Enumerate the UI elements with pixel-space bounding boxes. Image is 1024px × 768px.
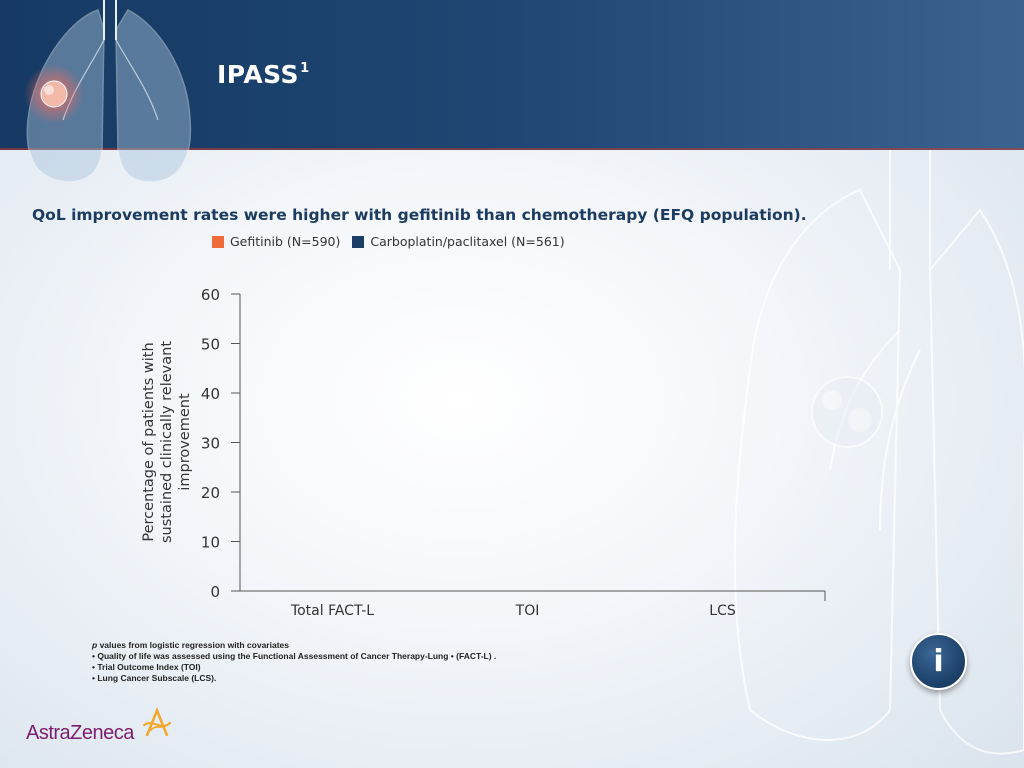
footnote-lead: p values from logistic regression with c…: [92, 640, 289, 650]
header-banner: [0, 0, 1024, 150]
footnote-item: • Quality of life was assessed using the…: [92, 651, 497, 661]
astrazeneca-symbol-icon: [142, 706, 172, 737]
y-axis-title-line: sustained clinically relevant: [159, 341, 175, 543]
footnote-item: • Lung Cancer Subscale (LCS).: [92, 673, 217, 683]
x-tick-label: Total FACT-L: [290, 603, 374, 619]
title-superscript: 1: [300, 61, 310, 76]
header-divider: [0, 148, 1024, 150]
legend-swatch-gefitinib: [212, 235, 224, 248]
page-title: IPASS1: [217, 60, 310, 89]
legend-item-chemotherapy: Carboplatin/paclitaxel (N=561): [352, 234, 565, 249]
astrazeneca-logo: AstraZeneca: [26, 706, 176, 750]
x-tick-label: TOI: [515, 603, 540, 619]
chart-axes: [239, 294, 826, 601]
x-axis-ticks: Total FACT-L TOI LCS: [290, 603, 736, 619]
y-tick-label: 60: [201, 286, 220, 304]
y-axis-title-line: Percentage of patients with: [141, 342, 157, 541]
logo-text: AstraZeneca: [26, 722, 134, 744]
info-icon: i: [933, 644, 944, 679]
legend-label-gefitinib: Gefitinib (N=590): [230, 234, 341, 249]
lung-illustration: [24, 0, 192, 183]
footnotes: p values from logistic regression with c…: [92, 640, 496, 684]
y-axis-title-line: improvement: [177, 393, 193, 491]
y-tick-label: 30: [201, 435, 220, 453]
footnote-item: • Trial Outcome Index (TOI): [92, 662, 201, 672]
y-tick-label: 50: [201, 336, 220, 354]
y-axis-label: Percentage of patients with sustained cli…: [141, 341, 193, 543]
legend-item-gefitinib: Gefitinib (N=590): [212, 234, 340, 249]
legend-swatch-chemotherapy: [352, 235, 365, 248]
y-tick-label: 0: [210, 583, 220, 601]
info-button[interactable]: i: [910, 633, 967, 690]
legend-label-chemotherapy: Carboplatin/paclitaxel (N=561): [370, 234, 565, 249]
chart-legend: Gefitinib (N=590) Carboplatin/paclitaxel…: [212, 234, 577, 249]
x-tick-label: LCS: [709, 603, 736, 619]
y-tick-label: 40: [201, 385, 220, 403]
y-tick-label: 10: [201, 534, 220, 552]
y-axis-ticks: 0 10 20 30 40 50 60: [201, 286, 240, 601]
y-tick-label: 20: [201, 484, 220, 502]
y-axis-title: Percentage of patients with sustained cli…: [141, 341, 193, 543]
background-lungs-illustration: [733, 150, 1024, 755]
chart-subtitle: QoL improvement rates were higher with g…: [32, 206, 807, 224]
